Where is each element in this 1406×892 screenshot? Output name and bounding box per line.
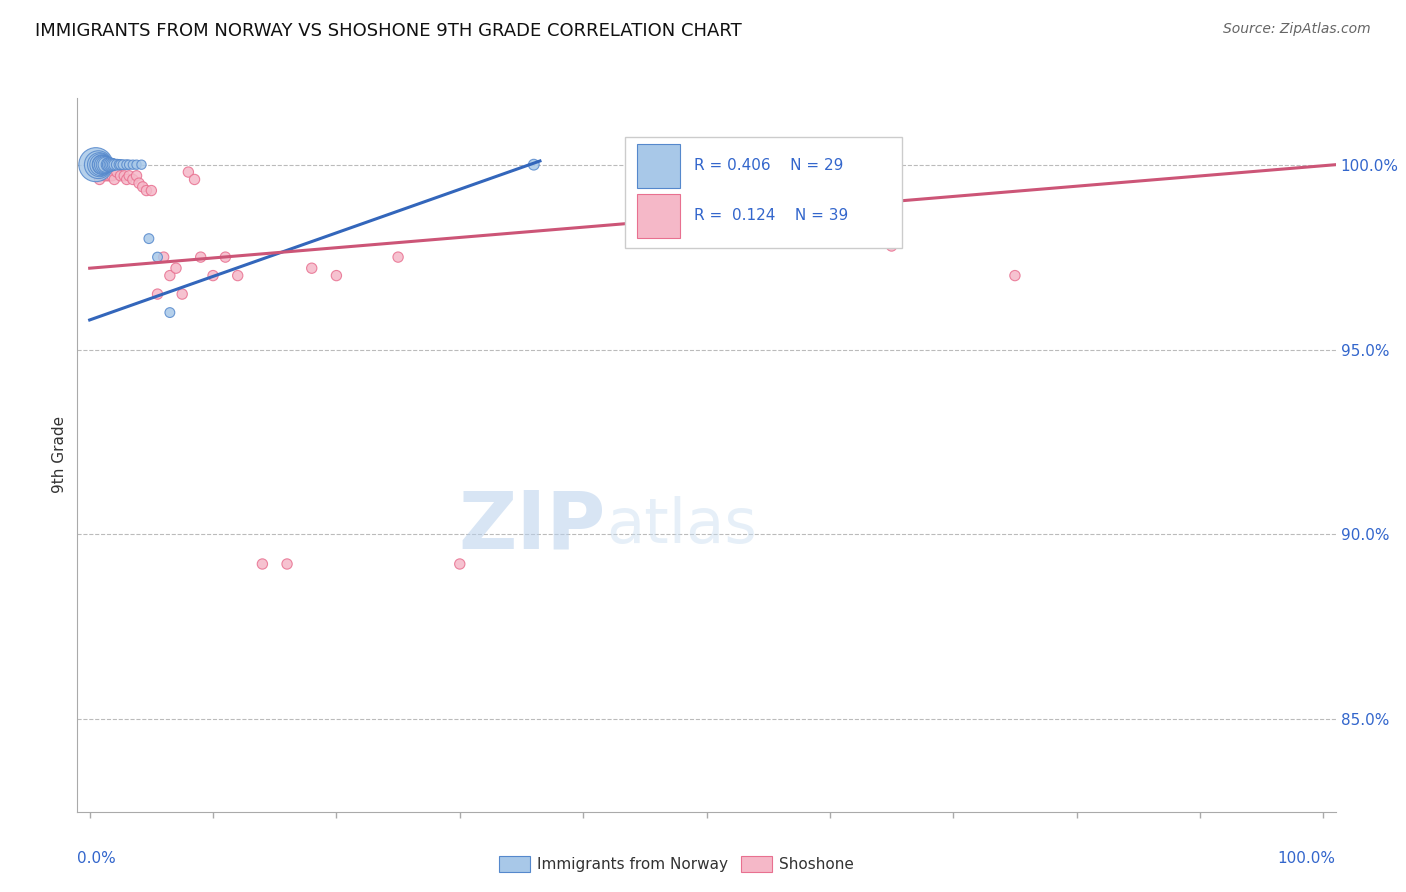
- Point: [202, 268, 225, 283]
- Point: [87, 158, 110, 172]
- Point: [146, 287, 169, 301]
- Point: [110, 169, 132, 183]
- Point: [449, 557, 471, 571]
- Point: [103, 158, 125, 172]
- Point: [190, 250, 212, 264]
- Point: [214, 250, 236, 264]
- Point: [103, 172, 125, 186]
- Point: [756, 158, 779, 172]
- Point: [128, 176, 150, 190]
- Point: [132, 179, 155, 194]
- Point: [97, 158, 120, 172]
- Point: [252, 557, 274, 571]
- Point: [1004, 268, 1026, 283]
- Point: [118, 158, 141, 172]
- Text: ZIP: ZIP: [458, 487, 606, 566]
- Point: [325, 268, 347, 283]
- Point: [89, 158, 111, 172]
- Point: [91, 158, 114, 172]
- Point: [100, 158, 122, 172]
- Text: Shoshone: Shoshone: [779, 857, 853, 871]
- Point: [108, 158, 131, 172]
- Point: [183, 172, 205, 186]
- Point: [101, 158, 124, 172]
- FancyBboxPatch shape: [624, 137, 901, 248]
- Text: R = 0.406    N = 29: R = 0.406 N = 29: [695, 159, 844, 173]
- Point: [84, 165, 107, 179]
- Text: atlas: atlas: [606, 496, 756, 557]
- Point: [96, 169, 118, 183]
- Point: [90, 158, 112, 172]
- Point: [125, 158, 148, 172]
- Point: [523, 158, 546, 172]
- Point: [756, 169, 779, 183]
- Text: 0.0%: 0.0%: [77, 851, 117, 866]
- Y-axis label: 9th Grade: 9th Grade: [52, 417, 67, 493]
- Point: [172, 287, 194, 301]
- Point: [105, 165, 128, 179]
- Point: [91, 158, 114, 172]
- Point: [94, 158, 117, 172]
- Point: [138, 232, 160, 246]
- Point: [115, 158, 138, 172]
- Point: [135, 184, 157, 198]
- Point: [141, 184, 163, 198]
- Point: [159, 268, 181, 283]
- Point: [152, 250, 174, 264]
- Bar: [741, 856, 772, 872]
- Point: [301, 261, 323, 276]
- Point: [110, 158, 132, 172]
- Point: [84, 158, 107, 172]
- Point: [105, 158, 128, 172]
- Point: [93, 169, 115, 183]
- Point: [387, 250, 409, 264]
- Point: [121, 158, 143, 172]
- Text: Immigrants from Norway: Immigrants from Norway: [537, 857, 728, 871]
- Text: R =  0.124    N = 39: R = 0.124 N = 39: [695, 209, 848, 223]
- Bar: [637, 194, 681, 238]
- Point: [91, 165, 114, 179]
- Point: [98, 158, 121, 172]
- Point: [276, 557, 298, 571]
- Text: 100.0%: 100.0%: [1278, 851, 1336, 866]
- Point: [159, 305, 181, 319]
- Point: [112, 169, 135, 183]
- Point: [131, 158, 153, 172]
- Point: [115, 172, 138, 186]
- Point: [98, 169, 121, 183]
- Point: [101, 169, 124, 183]
- Point: [146, 250, 169, 264]
- Point: [101, 158, 124, 172]
- Bar: [499, 856, 530, 872]
- Point: [125, 169, 148, 183]
- Point: [111, 158, 134, 172]
- Text: IMMIGRANTS FROM NORWAY VS SHOSHONE 9TH GRADE CORRELATION CHART: IMMIGRANTS FROM NORWAY VS SHOSHONE 9TH G…: [35, 22, 742, 40]
- Point: [121, 172, 143, 186]
- Point: [91, 158, 114, 172]
- Point: [226, 268, 249, 283]
- Point: [880, 239, 903, 253]
- Point: [89, 172, 111, 186]
- Point: [165, 261, 187, 276]
- Point: [118, 169, 141, 183]
- Point: [93, 158, 115, 172]
- Point: [177, 165, 200, 179]
- Bar: [637, 144, 681, 188]
- Text: Source: ZipAtlas.com: Source: ZipAtlas.com: [1223, 22, 1371, 37]
